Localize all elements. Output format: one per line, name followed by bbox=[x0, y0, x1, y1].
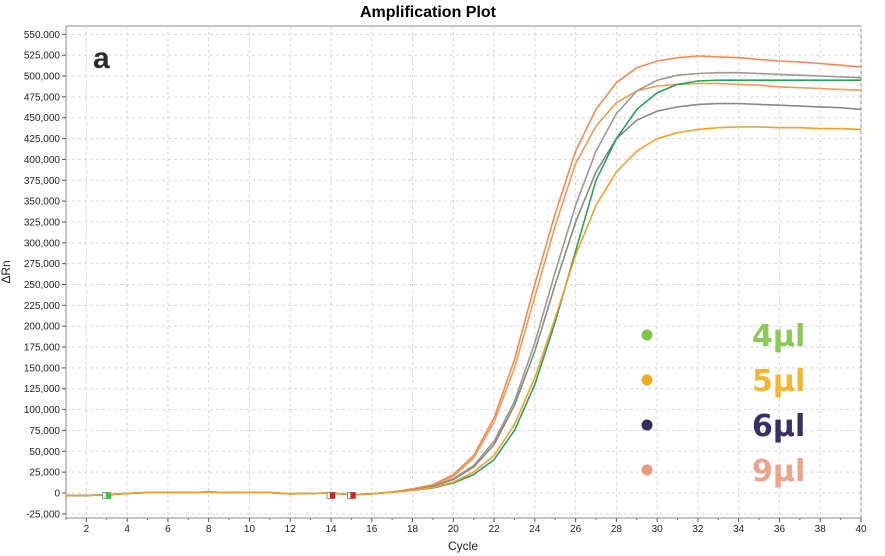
axis-ticks: -25,000 0 25,000 50,000 75,000 100,000 125,000… bbox=[24, 30, 867, 535]
panel-label: a bbox=[93, 42, 110, 75]
y-tick-label: 75,000 bbox=[29, 426, 60, 437]
y-tick-label: 50,000 bbox=[29, 447, 60, 458]
legend-dot bbox=[641, 374, 653, 386]
legend-label: 9µl bbox=[752, 454, 805, 489]
x-tick-label: 12 bbox=[285, 524, 297, 535]
x-tick-label: 8 bbox=[206, 524, 212, 535]
x-tick-label: 14 bbox=[325, 524, 337, 535]
y-tick-label: 275,000 bbox=[24, 259, 61, 270]
y-tick-label: 550,000 bbox=[24, 30, 61, 41]
y-tick-label: 425,000 bbox=[24, 134, 61, 145]
legend-label: 6µl bbox=[752, 409, 805, 444]
legend-dot bbox=[641, 419, 653, 431]
y-tick-label: 125,000 bbox=[24, 384, 61, 395]
x-tick-label: 10 bbox=[244, 524, 256, 535]
x-tick-label: 32 bbox=[692, 524, 704, 535]
x-tick-label: 36 bbox=[774, 524, 786, 535]
x-tick-label: 16 bbox=[366, 524, 378, 535]
threshold-marker-fill bbox=[105, 492, 111, 499]
y-tick-label: 500,000 bbox=[24, 72, 61, 83]
x-tick-label: 22 bbox=[489, 524, 501, 535]
x-tick-label: 28 bbox=[611, 524, 623, 535]
plot-area bbox=[65, 25, 862, 519]
x-tick-label: 20 bbox=[448, 524, 460, 535]
x-tick-label: 6 bbox=[165, 524, 171, 535]
y-tick-label: 400,000 bbox=[24, 155, 61, 166]
y-tick-label: 300,000 bbox=[24, 238, 61, 249]
series-line bbox=[66, 126, 862, 497]
y-tick-label: 25,000 bbox=[29, 468, 60, 479]
y-tick-label: 375,000 bbox=[24, 176, 61, 187]
threshold-markers bbox=[102, 492, 356, 499]
y-tick-label: 350,000 bbox=[24, 197, 61, 208]
grid bbox=[66, 26, 862, 518]
series-lines bbox=[66, 55, 862, 497]
y-tick-label: 0 bbox=[54, 488, 60, 499]
x-tick-label: 2 bbox=[84, 524, 90, 535]
y-tick-label: 525,000 bbox=[24, 51, 61, 62]
legend-dot bbox=[641, 464, 653, 476]
y-tick-label: 225,000 bbox=[24, 301, 61, 312]
x-tick-label: 40 bbox=[855, 524, 867, 535]
legend-label: 5µl bbox=[752, 364, 805, 399]
y-tick-label: -25,000 bbox=[26, 509, 60, 520]
x-tick-label: 30 bbox=[652, 524, 664, 535]
y-tick-label: 100,000 bbox=[24, 405, 61, 416]
legend: 4µl 5µl 6µl 9µl bbox=[641, 319, 805, 489]
y-tick-label: 150,000 bbox=[24, 363, 61, 374]
threshold-marker-fill bbox=[330, 492, 335, 499]
y-tick-label: 325,000 bbox=[24, 217, 61, 228]
x-tick-label: 34 bbox=[733, 524, 745, 535]
y-tick-label: 475,000 bbox=[24, 92, 61, 103]
x-tick-label: 4 bbox=[124, 524, 130, 535]
y-tick-label: 250,000 bbox=[24, 280, 61, 291]
y-tick-label: 175,000 bbox=[24, 343, 61, 354]
x-tick-label: 24 bbox=[529, 524, 541, 535]
x-axis-title: Cycle bbox=[448, 539, 478, 553]
y-axis-title: ΔRn bbox=[0, 260, 13, 283]
legend-dot bbox=[641, 329, 653, 341]
x-tick-label: 26 bbox=[570, 524, 582, 535]
threshold-marker-fill bbox=[350, 492, 356, 499]
y-tick-label: 200,000 bbox=[24, 322, 61, 333]
chart-title: Amplification Plot bbox=[360, 4, 497, 21]
y-tick-label: 450,000 bbox=[24, 113, 61, 124]
x-tick-label: 18 bbox=[407, 524, 419, 535]
x-tick-label: 38 bbox=[815, 524, 827, 535]
legend-label: 4µl bbox=[752, 319, 805, 354]
